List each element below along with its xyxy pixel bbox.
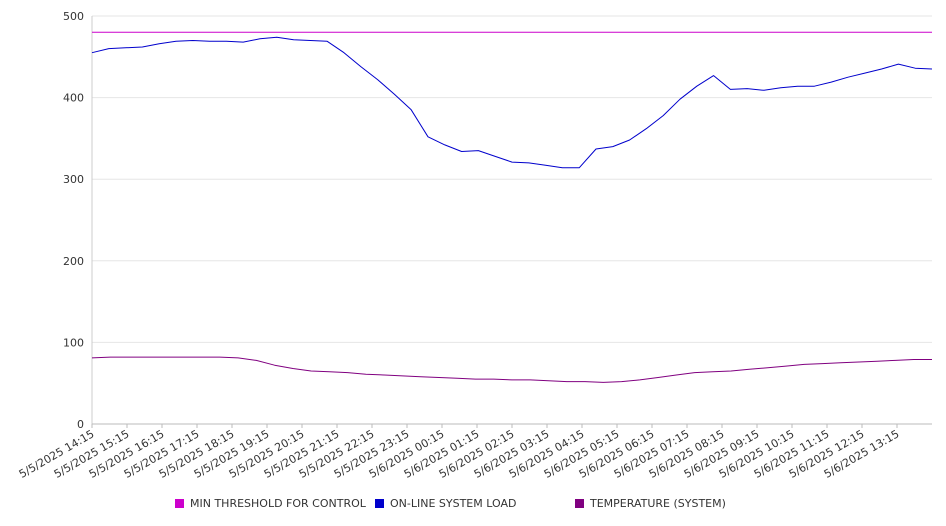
x-tick-labels: 5/5/2025 14:155/5/2025 15:155/5/2025 16:… [17, 427, 902, 481]
y-tick-label: 500 [63, 10, 84, 23]
y-tick-label: 200 [63, 255, 84, 268]
legend-label-temperature: TEMPERATURE (SYSTEM) [590, 497, 726, 510]
legend-item-min-threshold[interactable]: MIN THRESHOLD FOR CONTROL [175, 497, 366, 510]
chart-legend: MIN THRESHOLD FOR CONTROL ON-LINE SYSTEM… [0, 497, 946, 515]
y-tick-label: 300 [63, 173, 84, 186]
series-lines [91, 31, 933, 383]
legend-label-min-threshold: MIN THRESHOLD FOR CONTROL [190, 497, 366, 510]
series-line-1 [91, 36, 933, 169]
legend-item-temperature[interactable]: TEMPERATURE (SYSTEM) [575, 497, 726, 510]
axes [91, 16, 932, 428]
legend-swatch-min-threshold [175, 499, 184, 508]
y-tick-label: 0 [77, 418, 84, 431]
y-tick-label: 400 [63, 92, 84, 105]
legend-swatch-temperature [575, 499, 584, 508]
legend-item-system-load[interactable]: ON-LINE SYSTEM LOAD [375, 497, 516, 510]
series-line-2 [91, 356, 932, 383]
grid [92, 15, 932, 343]
legend-swatch-system-load [375, 499, 384, 508]
y-tick-label: 100 [63, 336, 84, 349]
y-tick-labels: 0 100 200 300 400 500 [63, 10, 84, 431]
legend-label-system-load: ON-LINE SYSTEM LOAD [390, 497, 517, 510]
